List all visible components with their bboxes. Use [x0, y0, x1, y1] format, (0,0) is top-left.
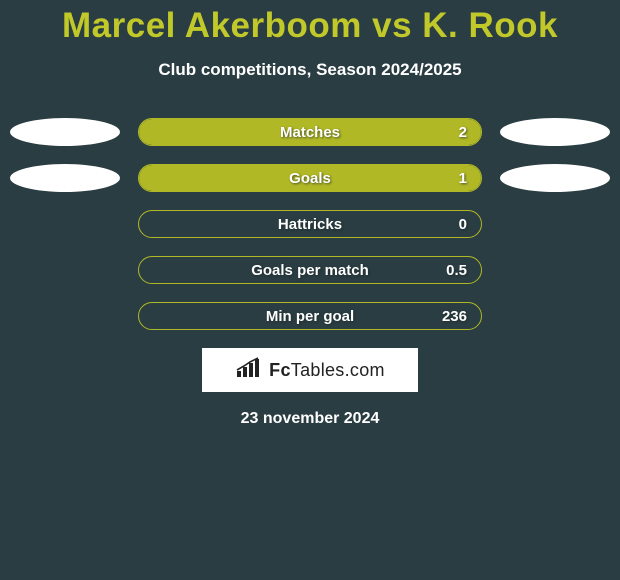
comparison-card: Marcel Akerboom vs K. Rook Club competit… [0, 0, 620, 428]
stat-bar: Min per goal236 [138, 302, 482, 330]
stat-value: 1 [459, 165, 467, 191]
stat-row: Goals1 [0, 164, 620, 192]
brand-text-rest: Tables.com [291, 360, 385, 380]
brand-text-bold: Fc [269, 360, 291, 380]
stat-row: Hattricks0 [0, 210, 620, 238]
stat-value: 0.5 [446, 257, 467, 283]
player-right-marker [500, 118, 610, 146]
player-right-marker [500, 164, 610, 192]
stat-row: Matches2 [0, 118, 620, 146]
stat-label: Hattricks [139, 211, 481, 237]
stat-value: 2 [459, 119, 467, 145]
date-label: 23 november 2024 [0, 410, 620, 428]
stat-row: Goals per match0.5 [0, 256, 620, 284]
stat-bar: Goals per match0.5 [138, 256, 482, 284]
stat-value: 236 [442, 303, 467, 329]
stat-value: 0 [459, 211, 467, 237]
subtitle: Club competitions, Season 2024/2025 [0, 60, 620, 80]
stat-row: Min per goal236 [0, 302, 620, 330]
stat-bar: Hattricks0 [138, 210, 482, 238]
stat-label: Goals [139, 165, 481, 191]
stat-rows: Matches2Goals1Hattricks0Goals per match0… [0, 118, 620, 330]
player-left-marker [10, 118, 120, 146]
chart-icon [235, 357, 263, 384]
stat-label: Min per goal [139, 303, 481, 329]
brand-text: FcTables.com [269, 360, 385, 381]
player-left-marker [10, 164, 120, 192]
stat-label: Goals per match [139, 257, 481, 283]
brand-logo: FcTables.com [202, 348, 418, 392]
stat-bar: Matches2 [138, 118, 482, 146]
stat-label: Matches [139, 119, 481, 145]
page-title: Marcel Akerboom vs K. Rook [0, 6, 620, 46]
stat-bar: Goals1 [138, 164, 482, 192]
